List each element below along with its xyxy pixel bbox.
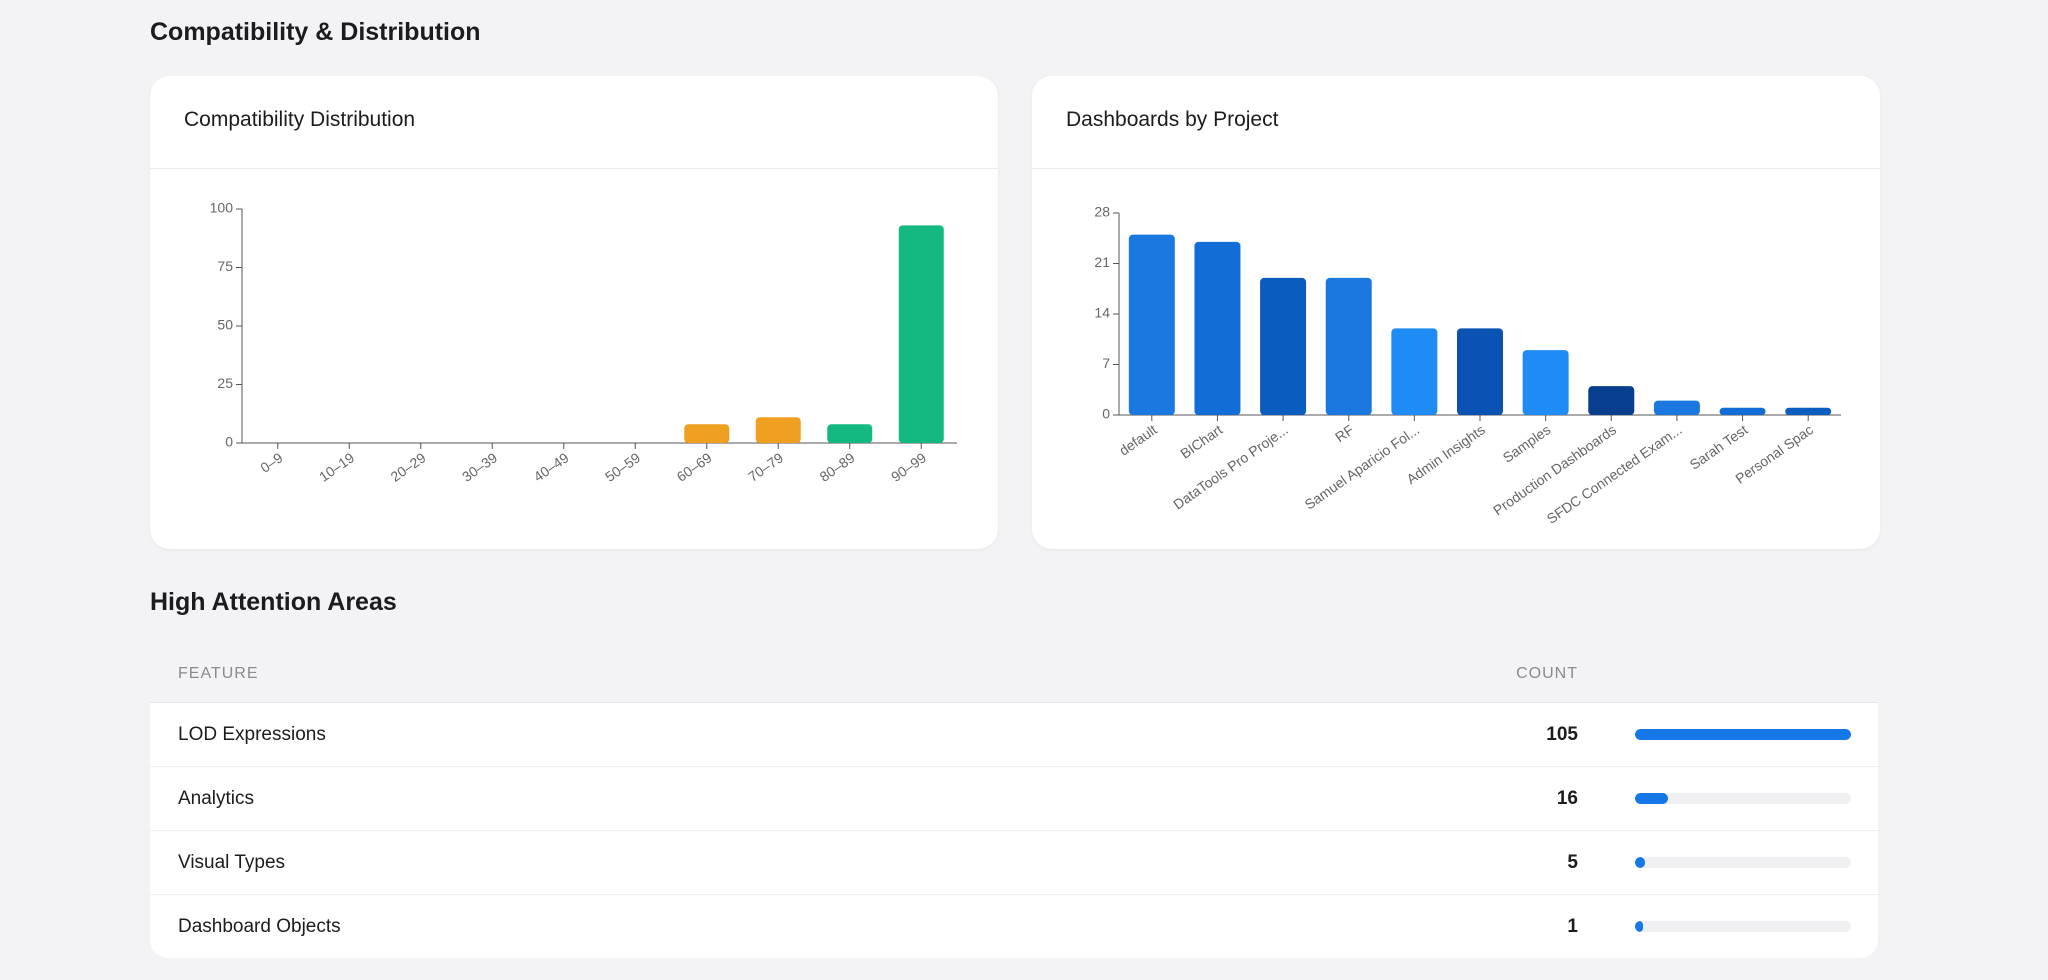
- x-tick-label: BIChart: [1177, 421, 1225, 461]
- column-header: COUNT: [1516, 665, 1578, 682]
- count: 5: [1567, 851, 1578, 873]
- bar: [684, 424, 730, 443]
- bar: [1785, 407, 1832, 415]
- column-header: FEATURE: [178, 665, 259, 682]
- x-tick-label: Sarah Test: [1687, 421, 1751, 472]
- feature-name: Dashboard Objects: [178, 915, 341, 937]
- x-tick-label: RF: [1332, 421, 1356, 445]
- y-tick-label: 100: [210, 200, 234, 216]
- progress-bar: [1635, 793, 1668, 804]
- progress-track: [1635, 729, 1851, 740]
- bar: [1128, 234, 1175, 415]
- x-tick-label: 20–29: [388, 449, 429, 485]
- x-tick-label: 80–89: [817, 449, 858, 485]
- y-tick-label: 0: [225, 434, 233, 450]
- chart: 0 25 50 75 100 0–9 10–19 20–29 30–39 40–49 50–59 60…: [210, 200, 957, 485]
- y-tick-label: 0: [1102, 406, 1110, 422]
- feature-name: Analytics: [178, 787, 255, 809]
- chart-card: Compatibility Distribution 0 25 50 75 100 0–9…: [150, 76, 998, 549]
- bar: [1522, 350, 1569, 415]
- progress-bar: [1635, 921, 1643, 932]
- bar: [1260, 277, 1307, 415]
- table-body: LOD Expressions 105 Analytics 16 Visual Type…: [150, 702, 1878, 958]
- y-tick-label: 75: [217, 258, 233, 274]
- bar: [1588, 386, 1635, 415]
- bar: [827, 424, 873, 443]
- y-tick-label: 14: [1094, 305, 1110, 321]
- x-tick-label: 70–79: [745, 449, 786, 485]
- feature-name: Visual Types: [178, 851, 286, 873]
- table-row: LOD Expressions 105: [150, 703, 1878, 766]
- y-tick-label: 21: [1094, 254, 1110, 270]
- table: FEATURE COUNT LOD Expressions 105 Analytic…: [150, 645, 1878, 958]
- bar: [1457, 328, 1503, 415]
- bar: [1325, 277, 1372, 415]
- x-tick-label: Production Dashboards: [1490, 421, 1619, 518]
- section-title: Compatibility & Distribution: [150, 18, 481, 46]
- table-row: Dashboard Objects 1: [150, 894, 1878, 958]
- divider: [1032, 168, 1880, 169]
- y-tick-label: 7: [1102, 355, 1110, 371]
- x-tick-label: 90–99: [888, 449, 929, 485]
- count: 16: [1556, 787, 1578, 809]
- progress-track: [1635, 793, 1851, 804]
- x-tick-label: default: [1116, 421, 1160, 458]
- x-tick-label: 30–39: [459, 449, 500, 485]
- table-header: FEATURE COUNT: [150, 645, 1878, 702]
- table-row: Analytics 16: [150, 766, 1878, 830]
- x-tick-label: 50–59: [602, 449, 643, 485]
- section-title: High Attention Areas: [150, 588, 397, 616]
- bar: [1194, 241, 1241, 415]
- chart-card: Dashboards by Project 0 7 14 21 28 default BIC…: [1032, 76, 1880, 549]
- count: 105: [1546, 723, 1578, 745]
- count: 1: [1567, 915, 1578, 937]
- card-title: Compatibility Distribution: [184, 108, 416, 131]
- feature-name: LOD Expressions: [178, 723, 326, 745]
- y-tick-label: 25: [217, 375, 233, 391]
- bar: [1653, 400, 1700, 415]
- x-tick-label: Samples: [1500, 421, 1554, 465]
- x-tick-label: 0–9: [257, 449, 285, 476]
- x-tick-label: 40–49: [531, 449, 572, 485]
- progress-bar: [1635, 857, 1646, 868]
- y-tick-label: 50: [217, 317, 233, 333]
- progress-bar: [1635, 729, 1851, 740]
- x-tick-label: Samuel Aparicio Fol...: [1301, 421, 1422, 512]
- x-tick-label: 10–19: [316, 449, 357, 485]
- y-tick-label: 28: [1094, 204, 1110, 220]
- bar: [898, 225, 944, 443]
- progress-track: [1635, 857, 1851, 868]
- bar: [755, 417, 801, 443]
- x-tick-label: 60–69: [674, 449, 715, 485]
- card-title: Dashboards by Project: [1066, 108, 1279, 131]
- bar: [1391, 328, 1438, 415]
- x-tick-label: DataTools Pro Proje...: [1170, 421, 1291, 512]
- table-row: Visual Types 5: [150, 830, 1878, 894]
- divider: [150, 168, 998, 169]
- progress-track: [1635, 921, 1851, 932]
- bar: [1719, 407, 1766, 415]
